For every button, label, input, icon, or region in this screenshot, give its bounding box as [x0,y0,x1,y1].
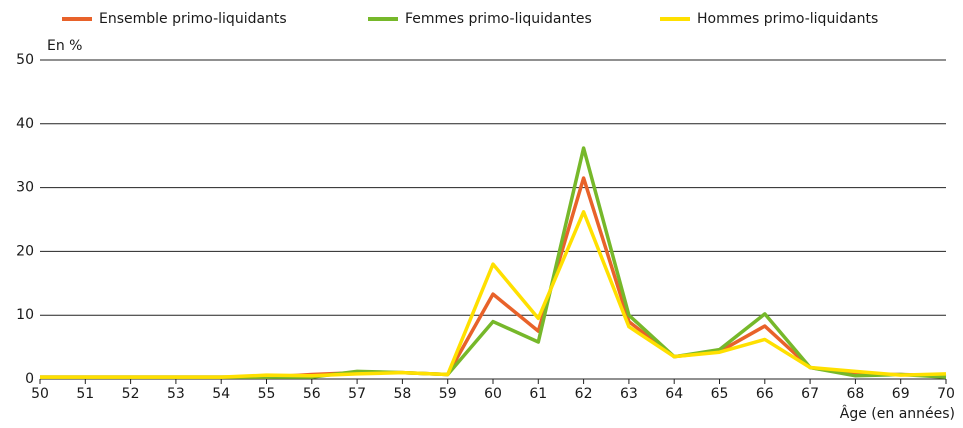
x-tick-label: 69 [892,386,910,402]
legend-label: Femmes primo-liquidantes [405,11,592,27]
x-tick-label: 59 [439,386,457,402]
x-axis-label: Âge (en années) [840,404,955,422]
x-tick-label: 60 [484,386,502,402]
x-tick-label: 63 [620,386,638,402]
x-tick-label: 54 [212,386,230,402]
x-tick-label: 64 [665,386,683,402]
x-tick-label: 65 [711,386,729,402]
series-line [40,210,947,379]
x-tick-label: 61 [529,386,547,402]
x-tick-label: 51 [76,386,94,402]
x-tick-label: 52 [122,386,140,402]
y-axis-label: En % [47,38,82,54]
x-tick-label: 70 [937,386,955,402]
x-tick-label: 55 [258,386,276,402]
y-tick-label: 20 [16,243,34,259]
y-tick-label: 30 [16,180,34,196]
series-line [40,176,947,379]
x-tick-label: 56 [303,386,321,402]
x-tick-label: 62 [575,386,593,402]
legend-label: Ensemble primo-liquidants [99,11,287,27]
y-tick-label: 10 [16,307,34,323]
x-tick-label: 57 [348,386,366,402]
y-tick-label: 0 [25,371,34,387]
x-tick-label: 68 [846,386,864,402]
legend-label: Hommes primo-liquidants [697,11,878,27]
y-tick-label: 50 [16,52,34,68]
x-tick-label: 66 [756,386,774,402]
y-tick-label: 40 [16,116,34,132]
x-tick-label: 53 [167,386,185,402]
x-tick-label: 67 [801,386,819,402]
x-tick-label: 50 [31,386,49,402]
x-tick-label: 58 [393,386,411,402]
